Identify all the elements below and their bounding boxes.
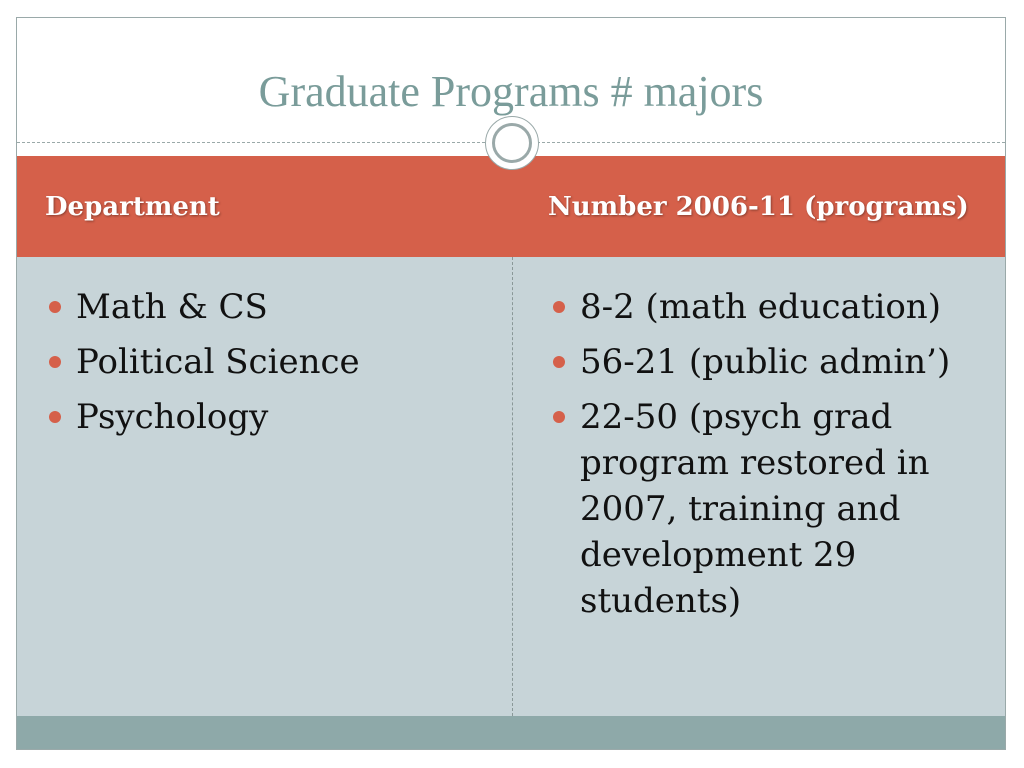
number-item-psychology: 22-50 (psych grad program restored in 20…	[580, 397, 930, 621]
list-item: Math & CS	[47, 284, 487, 330]
bullet-icon	[49, 411, 61, 423]
list-item: 8-2 (math education)	[551, 284, 971, 330]
table-body-row: Math & CS Political Science Psychology 8…	[17, 257, 1005, 716]
header-department: Department	[45, 191, 220, 222]
bullet-icon	[49, 301, 61, 313]
number-list: 8-2 (math education) 56-21 (public admin…	[551, 284, 971, 633]
footer-bar	[17, 716, 1005, 749]
department-item-math-cs: Math & CS	[76, 287, 268, 327]
bullet-icon	[553, 411, 565, 423]
header-number: Number 2006-11 (programs)	[548, 191, 969, 222]
department-list: Math & CS Political Science Psychology	[47, 284, 487, 449]
slide-title: Graduate Programs # majors	[258, 67, 764, 116]
bullet-icon	[49, 356, 61, 368]
bullet-icon	[553, 356, 565, 368]
list-item: 22-50 (psych grad program restored in 20…	[551, 394, 971, 624]
list-item: Political Science	[47, 339, 487, 385]
bullet-icon	[553, 301, 565, 313]
department-item-political-science: Political Science	[76, 342, 360, 382]
table-header-row: Department Number 2006-11 (programs)	[17, 156, 1005, 257]
slide: Graduate Programs # majors Department Nu…	[16, 17, 1006, 750]
number-item-political-science: 56-21 (public admin’)	[580, 342, 951, 382]
column-divider	[512, 257, 513, 716]
list-item: 56-21 (public admin’)	[551, 339, 971, 385]
number-item-math: 8-2 (math education)	[580, 287, 941, 327]
list-item: Psychology	[47, 394, 487, 440]
circle-ornament-inner	[492, 123, 532, 163]
department-item-psychology: Psychology	[76, 397, 269, 437]
circle-ornament-icon	[485, 116, 539, 170]
